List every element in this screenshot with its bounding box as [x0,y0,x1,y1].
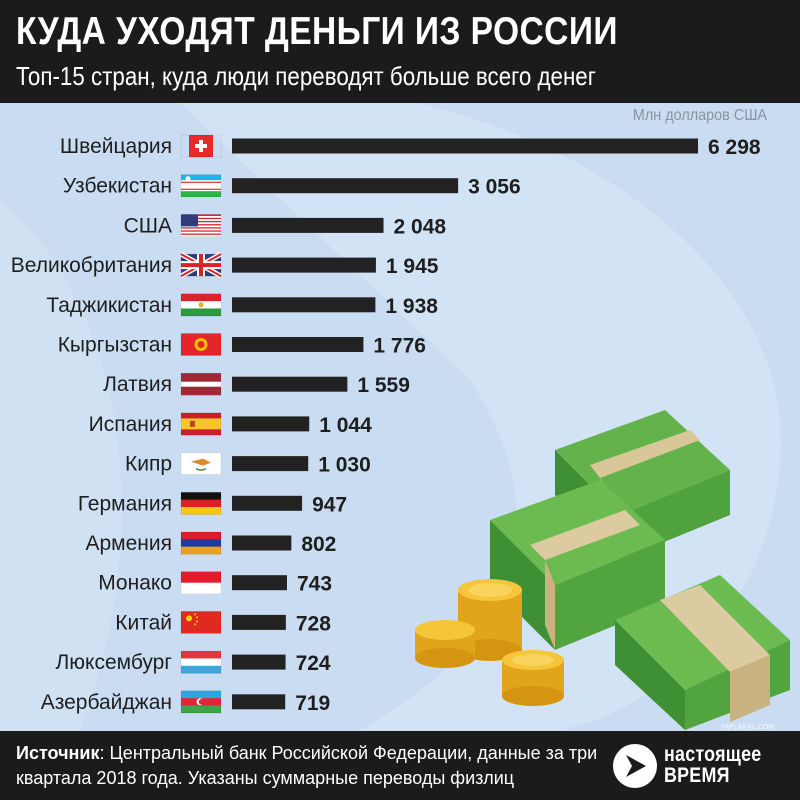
chart-row: Великобритания 1 945 [11,251,439,279]
value-label: 1 030 [318,454,371,477]
chart-row: Армения 802 [85,531,336,556]
category-label: Китай [115,611,172,634]
bar [232,138,698,154]
category-label: Латвия [103,373,172,396]
chart-row: Узбекистан 3 056 [63,174,521,199]
footer-bar: Источник: Центральный банк Российской Фе… [0,731,800,800]
chart-row: Германия 947 [78,492,347,516]
category-label: Германия [78,492,172,515]
bar [232,178,459,194]
latvia-flag [180,372,222,396]
chart-row: Китай 728 [115,611,331,635]
value-label: 1 044 [319,414,372,437]
chart-row: Кыргызстан 1 776 [58,333,426,358]
value-label: 1 945 [386,255,439,278]
uk-flag [179,251,223,279]
bar [232,257,376,273]
logo-line-1: настоящее [664,743,762,766]
bar [232,416,310,432]
value-label: 6 298 [708,136,761,159]
germany-flag [180,492,222,515]
chart-row: Кипр 1 030 [125,452,371,477]
category-label: Люксембург [55,651,172,674]
category-label: Азербайджан [41,691,172,714]
category-label: Таджикистан [46,294,172,317]
chart-row: Швейцария 6 298 [60,134,761,159]
bar [232,297,376,313]
logo-text: настоящее время [664,744,761,786]
bar [232,495,303,511]
chart-row: Монако 743 [98,571,332,596]
category-label: Кипр [125,453,172,476]
category-label: Армения [85,532,172,555]
china-flag [180,611,222,634]
brand-logo: настоящее время [612,740,792,792]
bar [232,535,292,551]
bar [232,337,364,352]
switzerland-flag [180,134,222,158]
bar [232,614,286,630]
kyrgyzstan-flag [180,333,222,356]
category-label: Швейцария [60,135,172,158]
header-bar: КУДА УХОДЯТ ДЕНЬГИ ИЗ РОССИИ Топ-15 стра… [0,0,800,103]
value-label: 719 [295,692,330,715]
cyprus-flag [180,452,222,475]
source-text: : Центральный банк Российской Федерации,… [16,743,598,788]
value-label: 3 056 [468,176,521,199]
unit-label: Млн долларов США [632,107,767,124]
value-label: 947 [312,493,347,516]
azerbaijan-flag [180,690,222,714]
bar [232,654,286,670]
watermark: YAPLAKAL.COM [720,724,774,731]
chart-row: Азербайджан 719 [41,690,330,715]
page-title: КУДА УХОДЯТ ДЕНЬГИ ИЗ РОССИИ [16,10,618,53]
category-label: Испания [89,413,172,436]
logo-icon [613,744,657,788]
source-label: Источник [16,743,100,763]
chart-row: США 2 048 [124,214,447,238]
chart-row: Испания 1 044 [89,412,372,437]
category-label: Кыргызстан [58,334,172,357]
value-label: 724 [296,652,331,675]
category-label: Монако [98,572,172,595]
category-label: Великобритания [11,254,172,277]
value-label: 802 [301,533,336,556]
page-subtitle: Топ-15 стран, куда люди переводят больше… [16,61,596,91]
spain-flag [180,412,222,436]
value-label: 1 559 [357,374,410,397]
bar [232,456,309,472]
value-label: 1 938 [385,295,438,318]
source-note: Источник: Центральный банк Российской Фе… [16,741,616,791]
bar [232,376,348,392]
value-label: 1 776 [373,335,426,358]
uzbekistan-flag [180,174,222,197]
tajikistan-flag [180,293,222,317]
monaco-flag [180,571,222,594]
bar [232,217,384,233]
logo-line-2: время [664,764,730,787]
chart-row: Латвия 1 559 [103,372,410,397]
category-label: США [124,214,172,237]
chart-row: Люксембург 724 [55,650,331,675]
usa-flag [180,214,222,237]
chart-row: Таджикистан 1 938 [46,293,438,318]
category-label: Узбекистан [63,175,172,198]
bar [232,694,286,710]
bar [232,575,287,591]
value-label: 2 048 [394,215,447,238]
value-label: 743 [297,573,332,596]
armenia-flag [180,531,222,555]
value-label: 728 [296,612,331,635]
luxembourg-flag [180,650,222,674]
